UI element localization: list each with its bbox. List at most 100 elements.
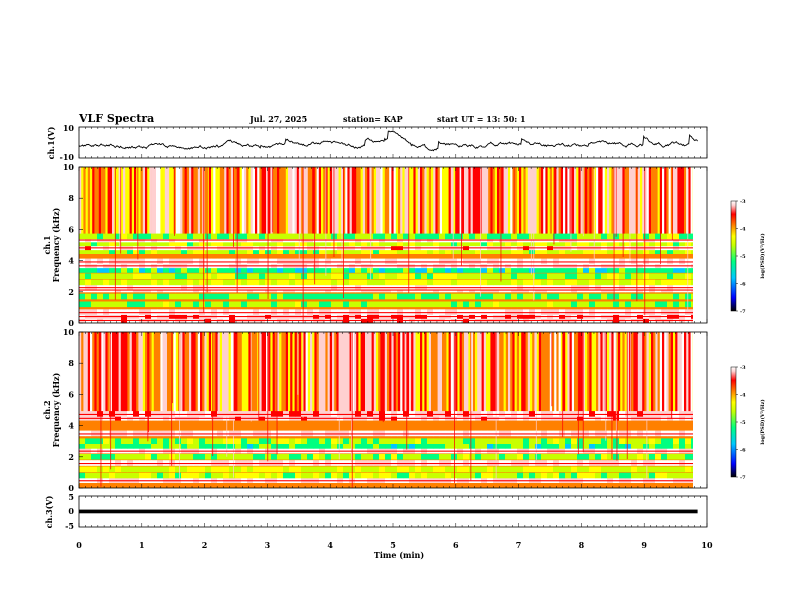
spectrogram-band-cell: [679, 273, 686, 279]
spectrogram-band-cell: [361, 284, 368, 290]
spectrogram-band-cell: [457, 447, 464, 454]
spectrogram-column: [87, 167, 91, 253]
spectrogram-band-cell: [295, 447, 302, 454]
spectrogram-band-cell: [541, 273, 548, 279]
spectrogram-band-cell: [361, 454, 368, 460]
spectrogram-band-cell: [559, 279, 566, 286]
spectrogram-band-cell: [151, 472, 158, 479]
spectrogram-band-cell: [313, 438, 320, 444]
spectrogram-band-cell: [325, 454, 332, 460]
spectrogram-band-cell: [697, 267, 703, 273]
spectrogram-column: [556, 332, 559, 418]
spectrogram-column: [470, 332, 474, 418]
spectrogram-band-cell: [409, 301, 416, 308]
spectrogram-band-cell: [169, 454, 176, 460]
ch3-ytick-bottom: -5: [65, 521, 74, 531]
spectrogram-band-cell: [169, 466, 176, 473]
spectrogram-band-cell: [205, 454, 212, 460]
spectrogram-column: [349, 332, 353, 418]
spectrogram-band-cell: [313, 293, 320, 300]
ch3-ytick-top: 5: [68, 492, 74, 502]
spectrogram-band-cell: [133, 284, 140, 290]
spectrogram-band-cell: [613, 293, 620, 300]
spectrogram-band-cell: [349, 273, 356, 279]
spectrogram-column: [266, 332, 269, 418]
spectrogram-column: [109, 167, 113, 253]
time-tick-label: 5: [390, 540, 396, 550]
spectrogram-burst: [629, 167, 631, 264]
spectrogram-burst: [540, 332, 542, 400]
spectrogram-column: [127, 332, 130, 418]
spectrogram-column: [81, 167, 84, 253]
spectrogram-band-cell: [691, 309, 693, 315]
spectrogram-band-cell: [325, 472, 332, 479]
spectrogram-column: [589, 167, 592, 253]
spectrogram-band-cell: [655, 273, 662, 279]
spectrogram-column: [604, 167, 608, 253]
spectrogram-band-cell: [565, 472, 572, 479]
spectrogram-band-cell: [109, 309, 116, 315]
spectrogram-column: [600, 332, 603, 418]
spectrogram-band-cell: [115, 443, 122, 449]
spectrogram-column: [668, 167, 672, 253]
spectrogram-column: [415, 332, 419, 418]
spectrogram-band-cell: [667, 279, 674, 286]
spectrogram-column: [294, 332, 298, 418]
spectrogram-band-cell: [313, 248, 320, 254]
spectrogram-band-cell: [121, 293, 128, 300]
spectrogram-band-cell: [79, 240, 86, 247]
spectrogram-band-cell: [421, 466, 428, 473]
spectrogram-band-cell: [349, 301, 356, 308]
spectrogram-band-cell: [427, 248, 434, 254]
spectrogram-band-cell: [259, 472, 266, 479]
spectrogram-column: [611, 332, 614, 418]
spectrogram-column: [389, 332, 392, 418]
spectrogram-column: [585, 167, 588, 253]
spectrogram-column: [164, 167, 168, 253]
spectrogram-column: [446, 167, 449, 253]
spectrogram-band-cell: [697, 284, 703, 290]
spectrogram-column: [483, 167, 487, 253]
spectrogram-column: [239, 332, 243, 418]
spectrogram-band-cell: [133, 267, 140, 273]
spectrogram-band-cell: [559, 309, 566, 315]
spectrogram-band-cell: [127, 454, 134, 460]
spectrogram-column: [657, 167, 661, 253]
spectrogram-band-cell: [319, 472, 326, 479]
spectrogram-band-cell: [403, 454, 410, 460]
spectrogram-column: [620, 332, 623, 418]
spectrogram-column: [321, 332, 324, 418]
spectrogram-band-cell: [115, 284, 122, 290]
spectrogram-band-cell: [589, 466, 596, 473]
spectrogram-band-cell: [127, 233, 134, 240]
spectrogram-burst: [636, 167, 638, 302]
spectrogram-band-cell: [601, 438, 608, 444]
spectrogram-band-cell: [199, 233, 206, 240]
spectrogram-band-cell: [631, 443, 638, 449]
spectrogram-band-cell: [175, 284, 182, 290]
spectrogram-band-cell: [265, 466, 272, 473]
ch1-trace: [78, 130, 698, 152]
spectrogram-line: [79, 480, 693, 482]
spectrogram-band-cell: [529, 233, 536, 240]
spectrogram-band-cell: [85, 309, 92, 315]
spectrogram-band-cell: [115, 279, 122, 286]
colorbar-tick-label: -5: [740, 254, 746, 260]
spectrogram-band-cell: [679, 233, 686, 240]
spectrogram-band-cell: [277, 472, 284, 479]
spectrogram-column: [98, 332, 102, 418]
spectrogram-column: [442, 332, 445, 418]
spectrogram-band-cell: [217, 279, 224, 286]
spectrogram-column: [162, 332, 166, 418]
spectrogram-column: [692, 332, 693, 418]
spectrogram-burst: [236, 167, 238, 293]
spectrogram-band-cell: [139, 309, 146, 315]
spectrogram-band-cell: [475, 240, 482, 247]
spectrogram-band-cell: [301, 279, 308, 286]
spectrogram-band-cell: [409, 233, 416, 240]
spectrogram-burst: [553, 167, 555, 245]
freq-tick-label: 10: [63, 327, 75, 337]
spectrogram-line: [79, 312, 693, 314]
ch1-colorbar-ticks: -3-4-5-6-7: [736, 199, 746, 315]
spectrogram-band-cell: [367, 293, 374, 300]
